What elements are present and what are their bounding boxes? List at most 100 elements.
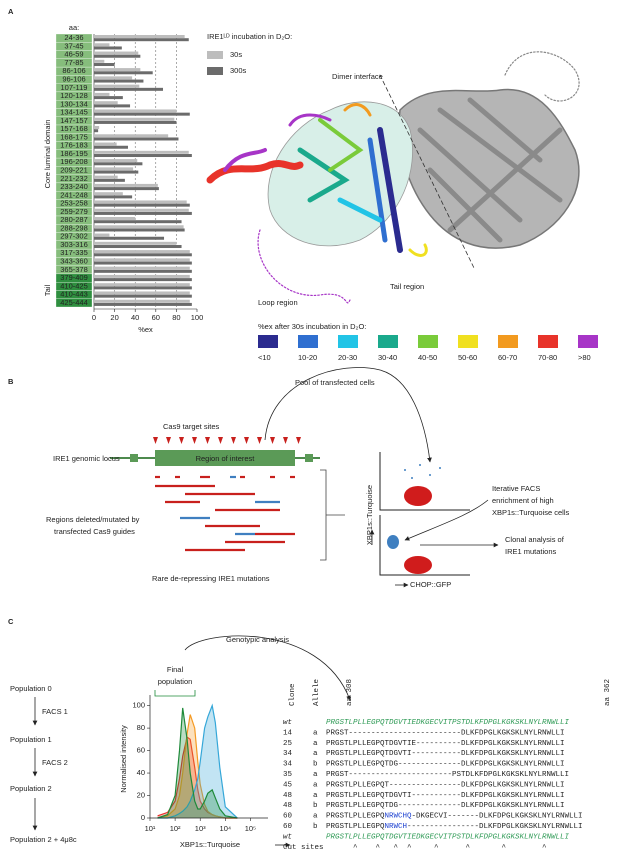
x-tick-label: 10¹ <box>145 824 156 833</box>
annotation: Genotypic analysis <box>226 635 289 644</box>
x-tick-label: 10⁴ <box>220 824 232 833</box>
sequence: PRGSTLPLLEGPQT----------------DLKFDPGLKG… <box>326 781 565 789</box>
table-header: aa 362 <box>604 679 612 706</box>
bar <box>94 145 128 149</box>
scale-title: %ex after 30s incubation in D₂O: <box>258 322 366 331</box>
annotation: Regions deleted/mutated by <box>46 515 140 524</box>
category-label: 186-195 <box>60 149 88 158</box>
sequence-part: ^ ^ ^ ^ ^ ^ ^ ^ <box>326 843 547 851</box>
bar <box>94 38 189 42</box>
sequence-part: PRGSTLPLLEGPQTDGVTIE----------DLKFDPGLKG… <box>326 740 565 748</box>
table-cell: 45 <box>283 781 293 789</box>
category-label: 410-443 <box>60 290 88 299</box>
legend-label: 300s <box>230 66 247 75</box>
group-label: Core luminal domain <box>43 120 52 189</box>
category-label: 379-409 <box>60 273 88 282</box>
table-cell: 35 <box>283 771 293 779</box>
category-label: 241-248 <box>60 190 88 199</box>
bar <box>94 261 192 265</box>
x-tick-label: 10² <box>170 824 181 833</box>
table-cell: 60 <box>283 823 293 831</box>
bar <box>94 35 185 38</box>
category-label: 233-240 <box>60 182 88 191</box>
bar <box>94 192 123 196</box>
x-tick-label: 100 <box>191 313 204 322</box>
bar <box>94 250 190 254</box>
annotation: IRE1 genomic locus <box>53 454 120 463</box>
sequence-part: NRWCH <box>385 823 408 831</box>
bar <box>94 84 140 88</box>
category-label: 221-232 <box>60 174 88 183</box>
panel-letter: C <box>8 617 14 626</box>
y-tick-label: 100 <box>132 701 145 710</box>
annotation: Iterative FACS <box>492 484 540 493</box>
bar <box>94 274 190 278</box>
table-cell: 60 <box>283 813 293 821</box>
table-cell: a <box>313 750 318 758</box>
bar <box>94 142 117 146</box>
table-cell: a <box>313 813 318 821</box>
panel-letter: A <box>8 7 14 16</box>
scale-label: <10 <box>258 353 271 362</box>
sequence-part: PRGSTLPLLEGPQTDG--------------DLKFDPGLKG… <box>326 802 565 810</box>
bar <box>94 120 177 124</box>
histogram-line <box>157 703 238 819</box>
table-header: Allele <box>313 679 321 706</box>
cut-site <box>257 437 262 444</box>
table-cell: b <box>313 823 318 831</box>
scale-swatch <box>498 335 518 348</box>
sequence: PRGSTLPLLEGPQTDGVTIE----------DLKFDPGLKG… <box>326 740 565 748</box>
category-label: 303-316 <box>60 240 88 249</box>
sequence-part: PRGSTLPLLEGPQTDG--------------DLKFDPGLKG… <box>326 761 565 769</box>
category-label: 130-134 <box>60 99 88 108</box>
cut-site <box>166 437 171 444</box>
scale-label: 40-50 <box>418 353 437 362</box>
bar <box>94 187 159 191</box>
annotation: IRE1 mutations <box>505 547 557 556</box>
bar <box>94 178 125 182</box>
legend-label: Population 1 <box>10 735 52 744</box>
scale-label: 50-60 <box>458 353 477 362</box>
table-cell: 48 <box>283 792 292 800</box>
table-cell: a <box>313 740 318 748</box>
legend-label: Population 0 <box>10 684 52 693</box>
annotation: FACS 1 <box>42 707 68 716</box>
bar <box>94 104 131 108</box>
bar <box>94 167 134 171</box>
cut-site <box>244 437 249 444</box>
category-label: 77-85 <box>64 58 83 67</box>
bar <box>94 159 138 163</box>
bar <box>94 278 192 282</box>
sequence: PRGSTLPLLEGPQTDGVTIEDKGECVITPSTDLKFDPGLK… <box>326 833 570 841</box>
x-tick-label: 20 <box>110 313 118 322</box>
x-tick-label: 10⁵ <box>245 824 256 833</box>
category-cell <box>55 298 93 308</box>
table-cell: 34 <box>283 750 293 758</box>
sequence-part: PRGSTLPLLEGPQTDGVTIEDKGECVITPSTDLKFDPGLK… <box>326 833 570 841</box>
annotation: XBP1s::Turquoise cells <box>492 508 570 517</box>
legend-label: 30s <box>230 50 242 59</box>
sequence: PRGSTLPLLEGPQNRWCH----------------DLKFDP… <box>326 823 583 831</box>
bar <box>94 126 100 129</box>
annotation: Loop region <box>258 298 298 307</box>
y-tick-label: 40 <box>137 768 145 777</box>
bar <box>94 258 190 262</box>
sequence-part: -DKGECVI-------DLKFDPGLKGKSKLNYLRNWLLI <box>412 813 583 821</box>
cut-site <box>296 437 301 444</box>
area-fill <box>157 707 238 818</box>
annotation: transfected Cas9 guides <box>54 527 135 536</box>
area-fill <box>157 705 238 818</box>
annotation: Dimer interface <box>332 72 383 81</box>
bar <box>94 92 110 96</box>
cut-site <box>231 437 236 444</box>
category-label: 365-378 <box>60 265 88 274</box>
x-tick-label: 40 <box>131 313 139 322</box>
x-tick-label: 0 <box>92 313 96 322</box>
scale-swatch <box>458 335 478 348</box>
category-label: 168-175 <box>60 132 88 141</box>
bar <box>94 137 179 141</box>
sequence: PRGSTLPLLEGPQNRWCHQ-DKGECVI-------DLKFDP… <box>326 813 583 821</box>
y-axis-title: Normalised intensity <box>119 725 128 793</box>
x-axis-title: XBP1s::Turquoise <box>180 840 240 849</box>
axis-title: CHOP::GFP <box>410 580 451 589</box>
